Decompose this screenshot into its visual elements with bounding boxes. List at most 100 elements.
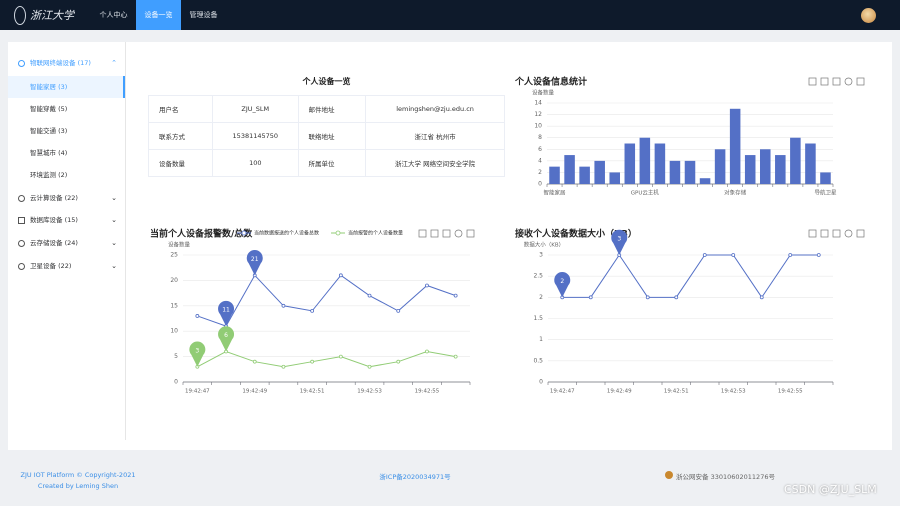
table-value: ZJU_SLM [212, 95, 299, 123]
y-tick-label: 15 [170, 302, 178, 309]
line-point [195, 314, 200, 318]
x-tick-label: 19:42:51 [664, 389, 689, 395]
menu-item[interactable]: 环境监测 (2) [30, 171, 68, 179]
bar [714, 149, 726, 184]
y-tick-label: 12 [534, 111, 542, 118]
footer-icp[interactable]: 浙ICP备2020034971号 [379, 473, 451, 481]
mark-pin [218, 326, 235, 352]
nav-item[interactable]: 个人中心 [99, 11, 128, 19]
chart-title: 接收个人设备数据大小（KB） [515, 228, 637, 240]
nav-item[interactable]: 设备一览 [136, 0, 181, 30]
menu-group[interactable]: 物联网终端设备 (17) ⌃ [8, 52, 125, 74]
menu-group[interactable]: 云存储设备 (24) ⌄ [8, 232, 125, 254]
x-tick-label: 对象存储 [724, 189, 747, 197]
bar [564, 155, 575, 184]
y-tick-label: 5 [174, 353, 178, 360]
bar [744, 155, 756, 184]
menu-item[interactable]: 智能家居 (3) [8, 76, 125, 98]
icon [18, 263, 25, 270]
y-tick-label: 3 [539, 252, 543, 259]
x-tick-label: 19:42:55 [415, 389, 440, 395]
arrow: ⌃ [111, 59, 117, 67]
y-tick-label: 0 [174, 379, 178, 386]
toolbox-icon[interactable] [820, 229, 829, 238]
y-tick-label: 8 [538, 134, 542, 141]
line-point [425, 349, 429, 354]
mark-pin-label: 2 [560, 278, 564, 285]
toolbox-icon[interactable] [808, 229, 817, 238]
toolbox-icon[interactable] [844, 77, 853, 86]
toolbox-icon[interactable] [820, 77, 829, 86]
toolbox-icon[interactable] [808, 77, 817, 86]
line-point [674, 295, 679, 300]
legend-label[interactable]: 当前数据报送的个人设备总数 [254, 230, 319, 237]
footer-police[interactable]: 浙公网安备 33010602011276号 [676, 473, 775, 481]
legend-label[interactable]: 当前报警的个人设备数量 [348, 230, 403, 237]
table-value: 浙江大学 网络空间安全学院 [365, 149, 505, 177]
toolbox-icon[interactable] [856, 77, 865, 86]
line-point [453, 293, 458, 298]
menu-item[interactable]: 智慧城市 (4) [30, 149, 68, 157]
table-value: 15381145750 [212, 122, 299, 150]
mark-pin-label: 6 [224, 332, 228, 339]
arrow: ⌄ [111, 262, 117, 270]
menu-item[interactable]: 智能交通 (3) [30, 127, 68, 135]
y-tick-label: 2 [539, 294, 543, 301]
sidebar: 物联网终端设备 (17) ⌃ 智能家居 (3) 智能穿戴 (5) 智能交通 (3)… [8, 42, 126, 440]
menu-group[interactable]: 数据库设备 (15) ⌄ [8, 209, 125, 231]
bar [729, 108, 741, 184]
y-tick-label: 0 [538, 181, 542, 188]
bar [609, 172, 621, 184]
y-tick-label: 2 [538, 169, 542, 176]
toolbox-icon[interactable] [832, 77, 841, 86]
watermark: CSDN @ZJU_SLM [784, 483, 877, 496]
line-series [562, 254, 819, 299]
toolbox-icon[interactable] [466, 229, 475, 238]
logo-emblem [14, 6, 26, 25]
y-axis-label: 设备数量 [168, 241, 191, 249]
toolbox-icon[interactable] [832, 229, 841, 238]
mark-pin-label: 3 [617, 236, 621, 243]
bar [549, 166, 560, 184]
line-point [788, 253, 793, 257]
table-value: 100 [212, 149, 299, 177]
x-tick-label: 19:42:55 [778, 389, 803, 395]
toolbox-icon[interactable] [844, 229, 853, 238]
mark-pin [246, 250, 263, 276]
y-tick-label: 10 [534, 123, 542, 130]
menu-label: 卫星设备 (22) [30, 262, 72, 270]
bar [775, 155, 786, 184]
line-point [588, 295, 593, 300]
y-axis-label: 设备数量 [532, 89, 555, 97]
mark-pin [554, 272, 571, 298]
table-row: 用户名 ZJU_SLM 邮件地址 lemingshen@zju.edu.cn [147, 95, 505, 123]
logo-text[interactable]: 浙江大学 [30, 9, 74, 22]
menu-group[interactable]: 卫星设备 (22) ⌄ [8, 255, 125, 277]
nav-item[interactable]: 管理设备 [189, 11, 218, 19]
menu-group[interactable]: 云计算设备 (22) ⌄ [8, 187, 125, 209]
toolbox-icon[interactable] [454, 229, 463, 238]
line-point [759, 295, 764, 300]
line-point [702, 253, 707, 257]
bar [669, 160, 681, 184]
y-axis-label: 数据大小（KB） [524, 241, 564, 249]
x-tick-label: 19:42:49 [607, 389, 632, 395]
arrow: ⌄ [111, 239, 117, 247]
y-tick-label: 0 [539, 379, 543, 386]
line-point [338, 354, 343, 359]
mark-pin-label: 21 [251, 256, 259, 263]
icon [18, 240, 25, 247]
line-point [252, 359, 257, 364]
line-point [310, 359, 315, 364]
menu-item[interactable]: 智能穿戴 (5) [30, 105, 68, 113]
toolbox-icon[interactable] [856, 229, 865, 238]
line-chart: 接收个人设备数据大小（KB）数据大小（KB） 0 0.5 1 1.5 2 2.5 3 19:42… [515, 228, 865, 395]
toolbox-icon[interactable] [442, 229, 451, 238]
toolbox-icon[interactable] [430, 229, 439, 238]
toolbox-icon[interactable] [418, 229, 427, 238]
info-table: 用户名 ZJU_SLM 邮件地址 lemingshen@zju.edu.cn 联系方式 1… [147, 95, 505, 177]
menu-label: 数据库设备 (15) [30, 216, 78, 224]
avatar[interactable] [861, 8, 876, 23]
table-title: 个人设备一览 [302, 77, 351, 86]
x-tick-label: 19:42:47 [185, 389, 210, 395]
